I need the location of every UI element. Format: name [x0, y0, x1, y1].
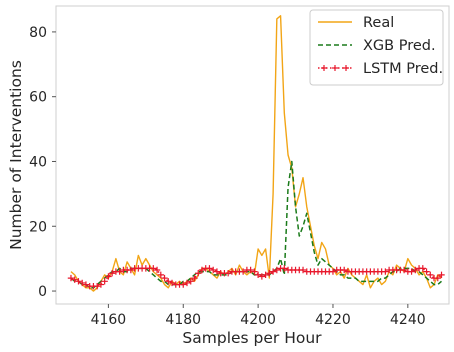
lstm-point [97, 281, 105, 288]
lstm-point [247, 266, 254, 274]
lstm-point [269, 268, 277, 275]
lstm-point [341, 266, 348, 274]
lstm-point [161, 274, 168, 282]
lstm-point [187, 278, 194, 285]
lstm-point [75, 278, 82, 285]
lstm-point [210, 266, 217, 274]
lstm-point [79, 279, 86, 287]
legend: Real XGB Pred. LSTM Pred. [309, 9, 444, 86]
y-tick-label: 60 [29, 90, 47, 106]
lstm-point [168, 279, 176, 287]
series-line-lstm-pred [70, 267, 443, 287]
legend-marker [332, 65, 338, 71]
x-axis-ticks: 4160 4180 4200 4220 4240 [91, 304, 426, 328]
lstm-point [427, 271, 434, 279]
x-axis-label: Samples per Hour [182, 329, 322, 347]
x-tick-label: 4220 [315, 312, 351, 328]
lstm-point [382, 268, 389, 275]
lstm-point [213, 268, 221, 275]
legend-label-lstm-pred: LSTM Pred. [363, 61, 443, 77]
lstm-point [82, 281, 90, 288]
lstm-point [239, 268, 247, 275]
y-tick-label: 20 [29, 219, 47, 235]
lstm-point [101, 278, 108, 285]
lstm-point [419, 265, 426, 272]
lstm-point [281, 265, 288, 272]
lstm-point [262, 271, 269, 279]
lstm-point [438, 271, 445, 279]
legend-label-real: Real [363, 15, 394, 31]
lstm-point [93, 282, 101, 290]
lstm-point [127, 266, 135, 274]
lstm-point [71, 276, 78, 283]
lstm-point [183, 279, 191, 287]
lstm-point [224, 270, 232, 277]
lstm-point [206, 265, 213, 272]
x-tick-label: 4160 [91, 312, 127, 328]
x-tick-label: 4180 [165, 312, 201, 328]
lstm-point [153, 266, 161, 274]
y-tick-label: 40 [29, 154, 47, 170]
lstm-point [180, 281, 187, 288]
y-axis-label: Number of Interventions [7, 60, 25, 250]
lstm-point [105, 273, 112, 280]
lstm-point [273, 266, 281, 274]
lstm-point [67, 274, 75, 282]
lstm-point [434, 274, 441, 282]
legend-marker [343, 65, 349, 71]
lstm-point [412, 266, 419, 274]
y-axis-ticks: 0 20 40 60 80 [29, 25, 56, 300]
series-line-real [70, 15, 442, 292]
lstm-markers [67, 265, 445, 290]
lstm-point [254, 271, 262, 279]
lstm-point [198, 266, 206, 274]
lstm-point [329, 268, 337, 275]
lstm-point [266, 270, 273, 277]
lstm-point [299, 266, 307, 274]
lstm-point [116, 268, 123, 275]
lstm-point [251, 268, 258, 275]
x-tick-label: 4200 [240, 312, 276, 328]
lstm-point [165, 278, 172, 285]
legend-frame [309, 9, 444, 86]
lstm-point [150, 265, 157, 272]
legend-label-xgb-pred: XGB Pred. [363, 38, 436, 54]
y-tick-label: 0 [38, 284, 47, 300]
lstm-point [195, 270, 202, 277]
lstm-point [400, 266, 408, 274]
y-tick-label: 80 [29, 25, 47, 41]
lstm-point [258, 273, 266, 280]
series-layer [67, 15, 445, 292]
lstm-point [191, 274, 198, 282]
lstm-point [108, 270, 116, 277]
legend-marker [321, 65, 327, 71]
lstm-point [408, 268, 415, 275]
x-tick-label: 4240 [390, 312, 426, 328]
lstm-point [157, 271, 164, 279]
lstm-point [423, 268, 430, 275]
